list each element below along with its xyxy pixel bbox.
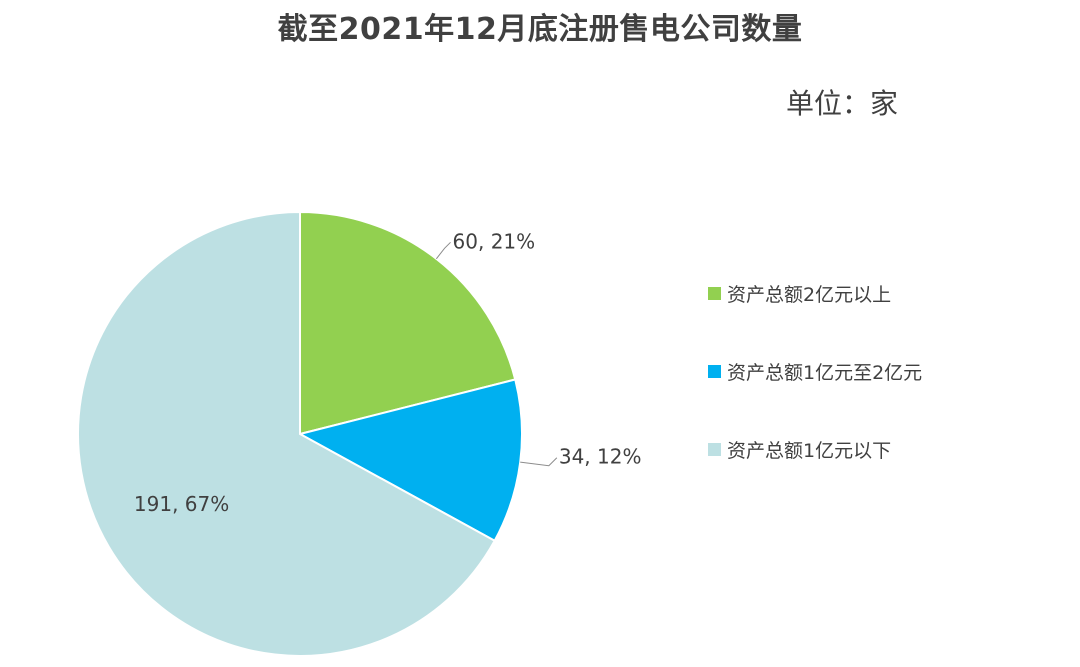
data-label: 60, 21% bbox=[453, 229, 536, 253]
legend-swatch bbox=[708, 364, 721, 378]
leader-line bbox=[435, 241, 451, 260]
pie-slice bbox=[77, 210, 497, 657]
legend-swatch bbox=[708, 442, 721, 456]
legend-label: 资产总额1亿元以下 bbox=[727, 439, 892, 462]
legend-item: 资产总额1亿元至2亿元 bbox=[708, 354, 922, 388]
data-label: 191, 67% bbox=[134, 492, 229, 516]
leader-line bbox=[520, 457, 558, 467]
legend-label: 资产总额1亿元至2亿元 bbox=[727, 361, 923, 384]
unit-label: 单位：家 bbox=[786, 87, 899, 120]
legend-item: 资产总额1亿元以下 bbox=[708, 432, 922, 466]
legend-item: 资产总额2亿元以上 bbox=[708, 276, 922, 310]
legend-swatch bbox=[708, 286, 721, 300]
chart-legend: 资产总额2亿元以上 资产总额1亿元至2亿元 资产总额1亿元以下 bbox=[708, 276, 922, 510]
legend-label: 资产总额2亿元以上 bbox=[727, 283, 892, 306]
chart-title: 截至2021年12月底注册售电公司数量 bbox=[277, 12, 803, 47]
data-label: 34, 12% bbox=[559, 445, 642, 469]
